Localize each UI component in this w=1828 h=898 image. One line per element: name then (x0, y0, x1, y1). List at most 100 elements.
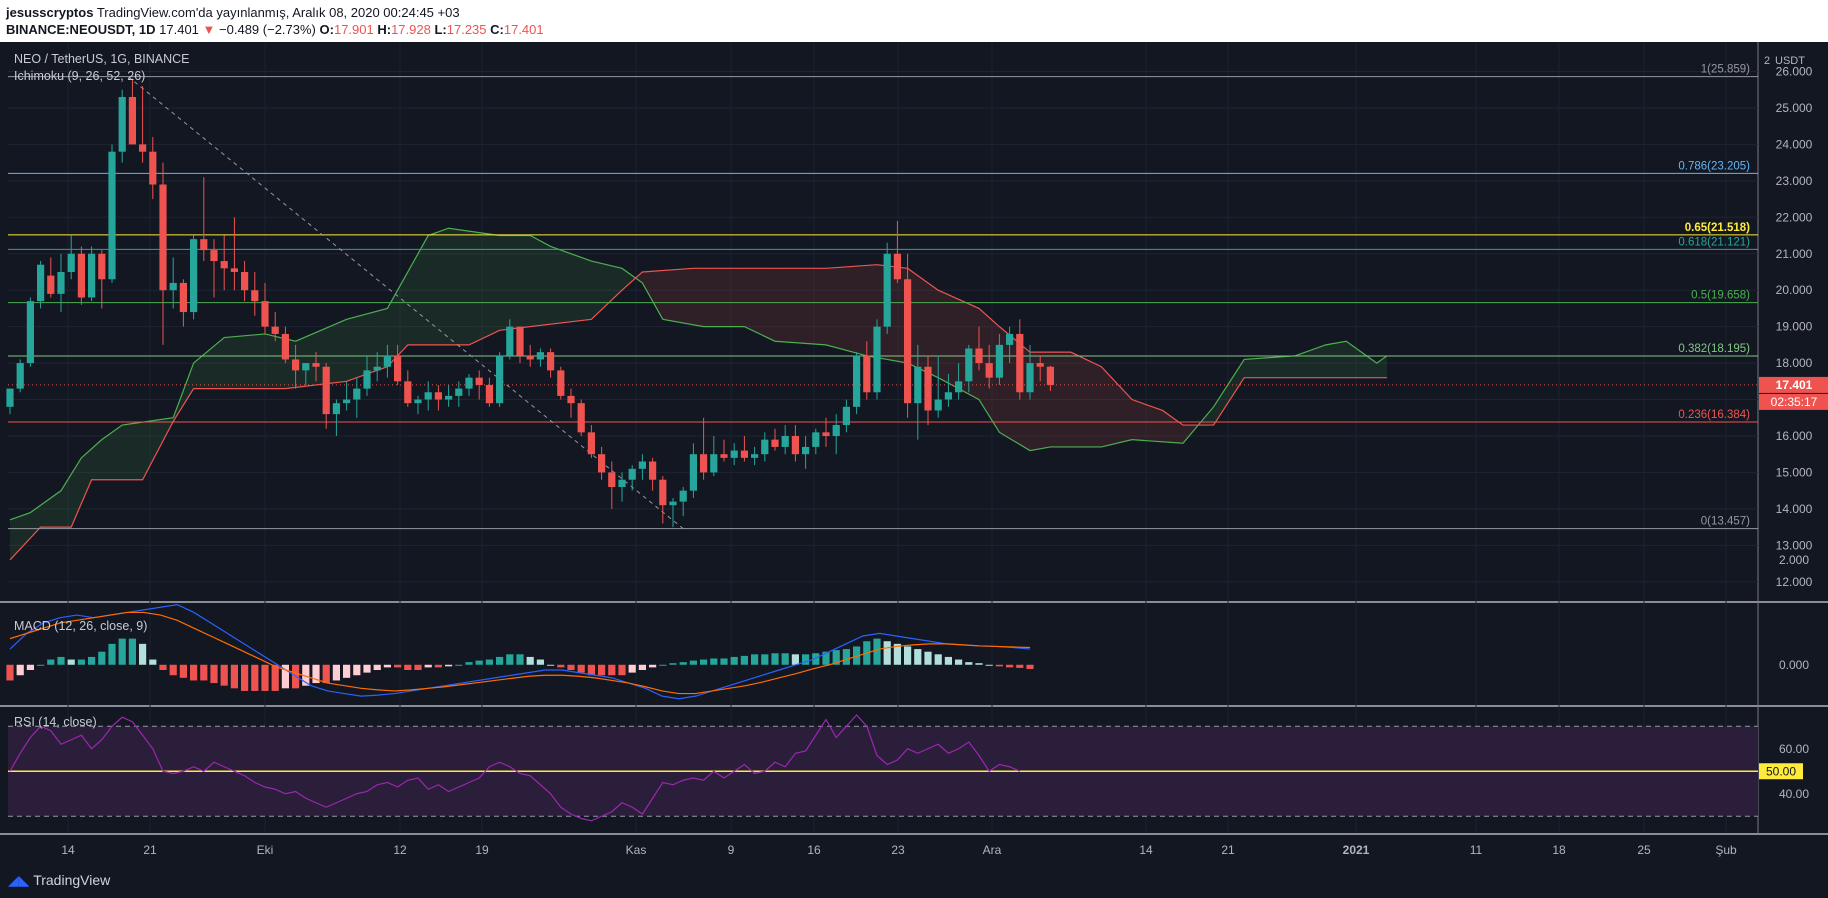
cloud-segment (203, 346, 214, 389)
publish-header: jesusscryptos TradingView.com'da yayınla… (0, 0, 1828, 42)
candle-body (547, 352, 555, 371)
macd-legend[interactable]: MACD (12, 26, close, 9) (14, 619, 148, 633)
macd-pane[interactable] (6, 603, 1034, 700)
time-tick-label: 21 (143, 843, 157, 857)
axes[interactable]: 26.00025.00024.00023.00022.00021.00020.0… (61, 55, 1828, 857)
candle-body (98, 253, 106, 280)
candle (832, 414, 840, 455)
macd-histogram-bar (955, 659, 963, 665)
candle (526, 344, 534, 367)
macd-histogram-bar (108, 643, 116, 665)
tradingview-icon: ◢◣ (8, 872, 30, 888)
rsi-tick-label: 60.00 (1779, 742, 1809, 756)
macd-histogram-bar (383, 664, 391, 668)
candle-body (149, 151, 157, 185)
macd-histogram-bar (781, 653, 789, 665)
cloud-segment (1223, 375, 1234, 410)
countdown-badge (1759, 393, 1828, 410)
fib-label: 0.236(16.384) (1678, 409, 1750, 421)
candle-body (271, 326, 279, 334)
rsi-pane[interactable] (8, 714, 1758, 822)
candle-body (679, 490, 687, 502)
macd-histogram-bar (618, 664, 626, 676)
candle-body (700, 454, 708, 473)
candle (1036, 355, 1044, 382)
candle-body (1026, 363, 1034, 393)
cloud-segment (81, 448, 92, 504)
macd-histogram-bar (730, 656, 738, 665)
candle-body (383, 355, 391, 367)
candle-body (812, 432, 820, 447)
candle-body (241, 271, 249, 291)
candle-body (914, 366, 922, 404)
macd-histogram-bar (802, 654, 810, 665)
rsi-legend[interactable]: RSI (14, close) (14, 715, 97, 729)
macd-histogram-bar (567, 664, 575, 670)
candle (965, 344, 973, 393)
candle (128, 78, 136, 145)
macd-histogram-bar (924, 651, 932, 665)
author-name[interactable]: jesusscryptos (6, 5, 94, 20)
last-price-value: 17.401 (1776, 378, 1813, 392)
rsi-level-value: 50.00 (1766, 764, 1796, 778)
candle (312, 352, 320, 382)
macd-histogram-bar (812, 653, 820, 665)
candle-body (353, 388, 361, 400)
candle-body (965, 348, 973, 382)
candle (802, 435, 810, 469)
candle (373, 352, 381, 382)
brand-logo[interactable]: ◢◣ TradingView (8, 872, 110, 889)
candle (587, 425, 595, 458)
candle (608, 461, 616, 509)
cloud-segment (50, 490, 61, 528)
candle (985, 344, 993, 389)
price-tick-label: 23.000 (1776, 174, 1813, 188)
ichimoku-legend[interactable]: Ichimoku (9, 26, 52, 26) (14, 69, 146, 83)
candles[interactable] (6, 78, 1054, 528)
candle-body (853, 355, 861, 407)
macd-histogram-bar (710, 658, 718, 665)
candle-body (261, 301, 269, 327)
macd-histogram-bar (118, 638, 126, 665)
candle (394, 344, 402, 385)
cloud-segment (540, 240, 551, 326)
macd-histogram-bar (1016, 664, 1024, 668)
candle-body (740, 450, 748, 458)
signal-line (9, 611, 1031, 695)
cloud-segment (367, 311, 378, 375)
cloud-segment (1152, 406, 1163, 442)
candle (169, 257, 177, 309)
candle (1016, 319, 1024, 400)
candle-body (608, 472, 616, 488)
cloud-segment (428, 231, 439, 345)
macd-histogram-bar (995, 664, 1003, 667)
cloud-segment (795, 268, 806, 344)
candle-body (485, 384, 493, 404)
cloud-segment (1346, 341, 1357, 378)
candle-body (924, 366, 932, 411)
macd-histogram-bar (220, 664, 228, 686)
cloud-segment (254, 333, 265, 389)
macd-histogram-bar (771, 653, 779, 665)
ichimoku-cloud (9, 227, 1388, 561)
price-tick-label: 20.000 (1776, 283, 1813, 297)
candle-body (47, 275, 55, 294)
macd-histogram-bar (485, 659, 493, 665)
candle (710, 435, 718, 477)
cloud-segment (1285, 355, 1296, 378)
macd-histogram-bar (312, 664, 320, 684)
macd-histogram-bar (200, 664, 208, 681)
candle-body (108, 151, 116, 280)
macd-histogram-bar (322, 664, 330, 684)
cloud-segment (295, 336, 306, 388)
cloud-segment (836, 266, 847, 351)
candle (1026, 344, 1034, 400)
price-chart[interactable]: 1(25.859) 0.786(23.205) 0.65(21.518) 0.618(… (0, 42, 1828, 862)
cloud-segment (1172, 417, 1183, 444)
candle-body (394, 355, 402, 382)
fib-label: 1(25.859) (1701, 64, 1750, 76)
time-tick-label: 18 (1552, 843, 1566, 857)
candle (332, 399, 340, 436)
macd-histogram-bar (98, 651, 106, 665)
cloud-segment (734, 268, 745, 327)
